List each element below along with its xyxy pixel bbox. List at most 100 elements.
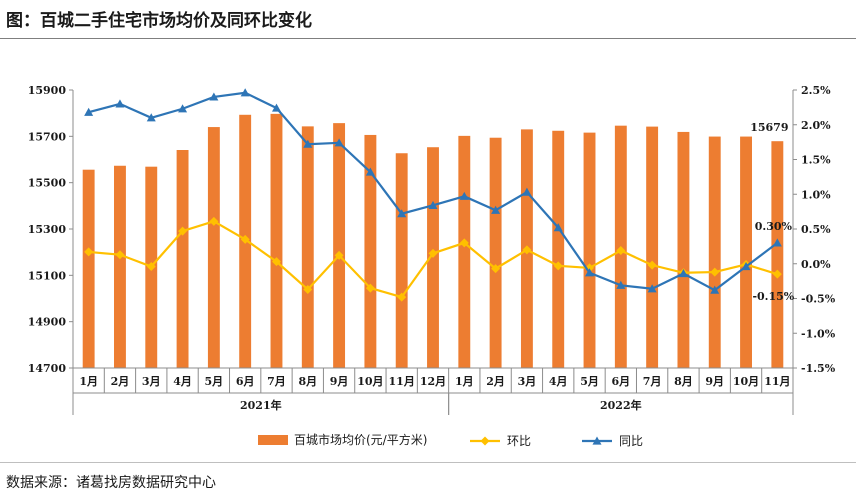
- huanbi-point: [271, 257, 281, 267]
- tongbi-point: [428, 200, 438, 209]
- y-left-tick-label: 15700: [28, 130, 67, 143]
- tongbi-point: [397, 209, 407, 218]
- x-tick-label: 11月: [764, 375, 790, 388]
- tongbi-point: [553, 223, 563, 232]
- huanbi-point: [365, 283, 375, 293]
- tongbi-point: [647, 284, 657, 293]
- bar: [395, 153, 408, 368]
- y-right-tick-label: 0.5%: [801, 223, 831, 236]
- huanbi-point: [209, 216, 219, 226]
- y-right-tick-label: 1.5%: [801, 154, 831, 167]
- huanbi-point: [772, 269, 782, 279]
- x-tick-label: 5月: [580, 375, 599, 388]
- x-tick-label: 9月: [330, 375, 349, 388]
- tongbi-point: [772, 238, 782, 247]
- tongbi-data-label: 0.30%: [755, 220, 793, 233]
- x-tick-label: 2月: [486, 375, 505, 388]
- legend-label: 环比: [507, 434, 531, 448]
- x-tick-label: 5月: [205, 375, 224, 388]
- tongbi-point: [710, 285, 720, 294]
- legend-marker-tongbi: [592, 436, 602, 445]
- legend-marker-huanbi: [480, 436, 490, 446]
- y-right-tick-label: 1.0%: [801, 188, 831, 201]
- legend-label: 同比: [619, 434, 643, 448]
- huanbi-point: [459, 238, 469, 248]
- bar: [646, 126, 659, 368]
- bar: [740, 136, 752, 368]
- tongbi-point: [491, 205, 501, 214]
- huanbi-point: [240, 234, 250, 244]
- y-right-tick-label: -1.0%: [801, 327, 836, 340]
- bar: [458, 135, 471, 368]
- x-tick-label: 8月: [674, 375, 693, 388]
- huanbi-point: [84, 247, 94, 257]
- chart: 14700 14900 15100 15300 15500 15700 15900 -1.5%…: [28, 84, 836, 448]
- x-tick-label: 2月: [111, 375, 130, 388]
- huanbi-point: [397, 292, 407, 302]
- x-tick-label: 10月: [733, 375, 759, 388]
- huanbi-point: [428, 248, 438, 258]
- bar: [114, 165, 126, 368]
- bar: [583, 132, 596, 368]
- y-right-tick-label: 0.0%: [801, 258, 831, 271]
- tongbi-point: [365, 167, 375, 176]
- x-tick-label: 7月: [643, 375, 662, 388]
- x-group-label: 2021年: [240, 398, 282, 412]
- bar-data-label: 15679: [750, 121, 788, 134]
- bar: [270, 113, 283, 368]
- x-tick-label: 8月: [298, 375, 317, 388]
- x-tick-label: 6月: [236, 375, 255, 388]
- bar: [207, 127, 220, 368]
- huanbi-point: [710, 267, 720, 277]
- bar: [489, 137, 502, 368]
- tongbi-point: [178, 104, 188, 113]
- bar: [552, 130, 565, 368]
- x-tick-label: 9月: [705, 375, 724, 388]
- y-left-tick-label: 14900: [28, 316, 67, 329]
- x-tick-label: 11月: [389, 375, 415, 388]
- huanbi-point: [647, 260, 657, 270]
- legend-swatch-bar: [258, 435, 288, 445]
- bar: [677, 131, 690, 368]
- y-right-tick-label: -1.5%: [801, 362, 836, 375]
- x-tick-label: 3月: [518, 375, 537, 388]
- tongbi-point: [271, 103, 281, 112]
- x-tick-label: 12月: [420, 375, 446, 388]
- huanbi-point: [553, 261, 563, 271]
- y-right-tick-label: 2.5%: [801, 84, 831, 97]
- huanbi-point: [522, 245, 532, 255]
- x-tick-label: 6月: [611, 375, 630, 388]
- x-tick-label: 3月: [142, 375, 161, 388]
- x-tick-label: 10月: [357, 375, 383, 388]
- y-left-tick-label: 15100: [28, 269, 67, 282]
- source-note: 数据来源：诸葛找房数据研究中心: [6, 475, 216, 491]
- tongbi-point: [146, 113, 156, 122]
- bar: [301, 126, 314, 368]
- y-left-tick-label: 15500: [28, 177, 67, 190]
- huanbi-point: [146, 262, 156, 272]
- bar: [176, 150, 189, 368]
- tongbi-point: [741, 262, 751, 271]
- y-left-tick-label: 15300: [28, 223, 67, 236]
- tongbi-point: [240, 88, 250, 97]
- tongbi-point: [585, 268, 595, 277]
- y-left-tick-label: 14700: [28, 362, 67, 375]
- source-divider: [0, 462, 856, 463]
- tongbi-point: [678, 268, 688, 278]
- tongbi-point: [303, 139, 313, 148]
- bar: [364, 134, 377, 368]
- tongbi-point: [522, 187, 532, 196]
- huanbi-point: [334, 250, 344, 260]
- x-tick-label: 4月: [549, 375, 568, 388]
- huanbi-point: [491, 264, 501, 274]
- x-tick-label: 1月: [455, 375, 474, 388]
- title-divider: [0, 38, 856, 39]
- huanbi-point: [178, 226, 188, 236]
- bar: [708, 136, 721, 368]
- y-right-tick-label: 2.0%: [801, 119, 831, 132]
- tongbi-point: [84, 107, 94, 116]
- y-left-tick-label: 15900: [28, 84, 67, 97]
- bar: [771, 141, 784, 368]
- huanbi-data-label: -0.15%: [752, 290, 794, 303]
- tongbi-point: [459, 191, 469, 200]
